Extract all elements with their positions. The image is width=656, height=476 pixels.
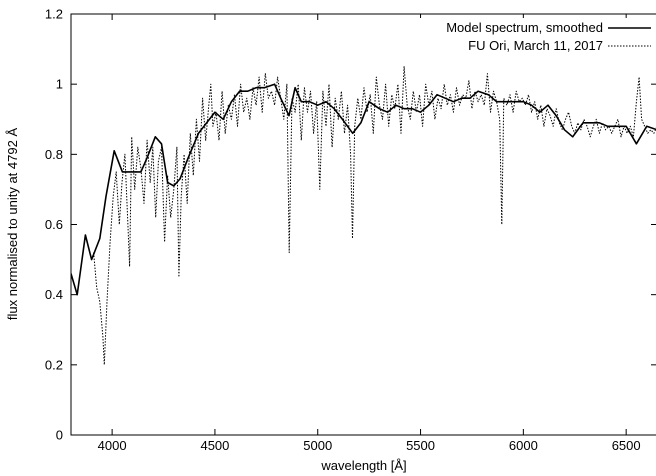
y-axis-label: flux normalised to unity at 4792 Å [5, 128, 20, 321]
x-tick-label: 4000 [98, 438, 127, 453]
plot-area [71, 66, 656, 366]
legend-label-model: Model spectrum, smoothed [446, 20, 603, 35]
y-tick-label: 0 [56, 428, 63, 443]
y-tick-label: 1 [56, 77, 63, 92]
legend-label-observed: FU Ori, March 11, 2017 [468, 38, 603, 53]
y-tick-label: 0.2 [45, 357, 63, 372]
x-tick-label: 6000 [509, 438, 538, 453]
x-tick-label: 5000 [303, 438, 332, 453]
series-layer [71, 66, 656, 366]
x-tick-label: 5500 [406, 438, 435, 453]
legend: Model spectrum, smoothed FU Ori, March 1… [384, 18, 652, 56]
x-tick-label: 4500 [200, 438, 229, 453]
y-tick-label: 1.2 [45, 7, 63, 22]
legend-background [384, 18, 652, 56]
y-axis: 0 0.2 0.4 0.6 0.8 1 1.2 [45, 7, 656, 443]
series-line-observed [93, 66, 656, 366]
y-tick-label: 0.4 [45, 287, 63, 302]
series-line-model [71, 83, 656, 296]
y-tick-label: 0.8 [45, 147, 63, 162]
x-tick-label: 6500 [612, 438, 641, 453]
x-axis-label: wavelength [Å] [320, 458, 406, 473]
y-tick-label: 0.6 [45, 217, 63, 232]
